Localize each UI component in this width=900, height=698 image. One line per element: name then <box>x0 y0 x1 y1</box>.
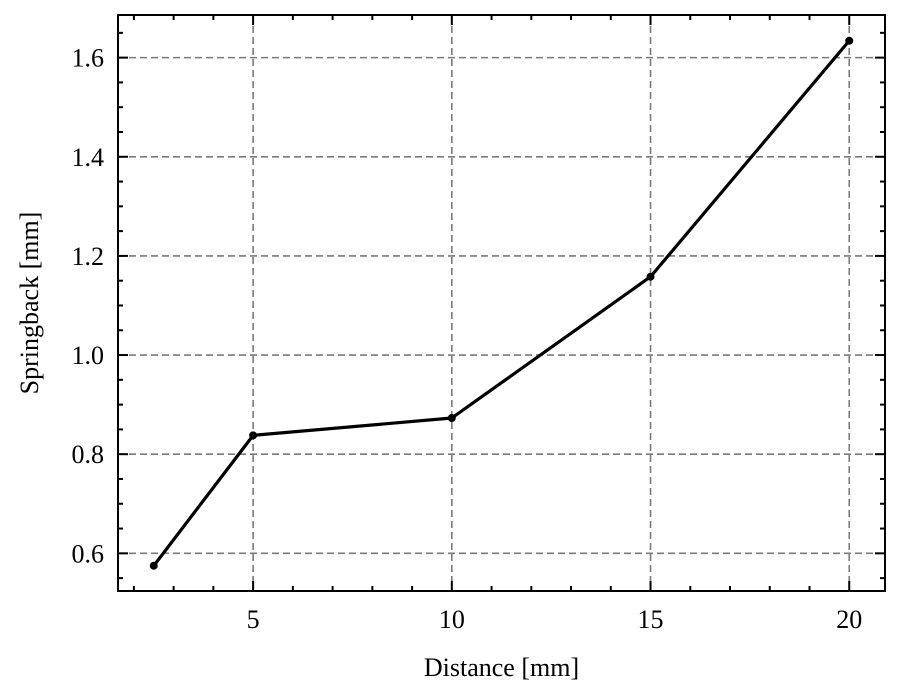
x-axis-label: Distance [mm] <box>424 653 579 682</box>
x-tick-label: 15 <box>638 605 664 634</box>
data-point <box>845 36 854 45</box>
y-axis-label: Springback [mm] <box>15 212 44 395</box>
y-tick-label: 1.0 <box>72 341 105 370</box>
data-point <box>646 272 655 281</box>
data-point <box>249 431 258 440</box>
y-tick-label: 0.6 <box>72 539 105 568</box>
tick-label-layer: 5 10 15 20 0.6 0.8 1.0 1.2 1.4 1.6 <box>72 44 863 634</box>
plot-frame <box>117 14 886 592</box>
grid-layer <box>118 15 885 591</box>
x-tick-label: 20 <box>836 605 862 634</box>
data-point <box>149 561 158 570</box>
x-tick-label: 5 <box>247 605 260 634</box>
data-point <box>447 414 456 423</box>
y-tick-label: 0.8 <box>72 440 105 469</box>
y-tick-label: 1.6 <box>72 44 105 73</box>
tick-layer <box>118 15 885 591</box>
series-line <box>152 39 851 567</box>
x-tick-label: 10 <box>439 605 465 634</box>
y-tick-label: 1.4 <box>72 143 105 172</box>
series-layer <box>149 36 854 570</box>
y-tick-label: 1.2 <box>72 242 105 271</box>
